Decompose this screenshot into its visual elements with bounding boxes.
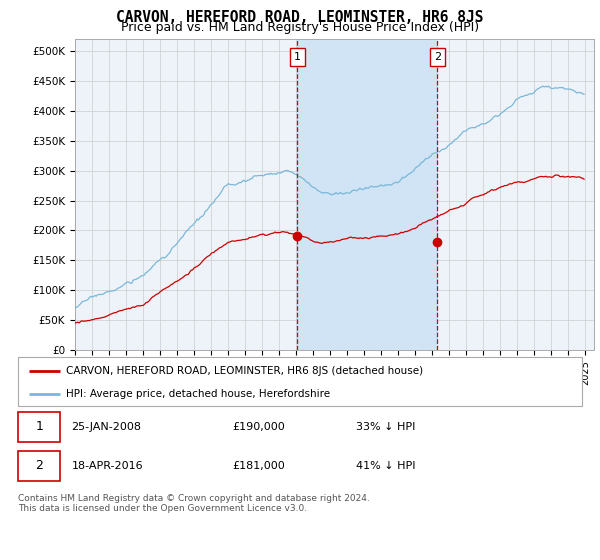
Text: £190,000: £190,000 [232, 422, 285, 432]
Text: 2: 2 [35, 459, 43, 472]
Text: CARVON, HEREFORD ROAD, LEOMINSTER, HR6 8JS (detached house): CARVON, HEREFORD ROAD, LEOMINSTER, HR6 8… [66, 366, 423, 376]
FancyBboxPatch shape [18, 412, 60, 442]
Text: 18-APR-2016: 18-APR-2016 [71, 461, 143, 470]
Text: CARVON, HEREFORD ROAD, LEOMINSTER, HR6 8JS: CARVON, HEREFORD ROAD, LEOMINSTER, HR6 8… [116, 10, 484, 25]
Text: 1: 1 [35, 420, 43, 433]
FancyBboxPatch shape [18, 451, 60, 480]
Text: 25-JAN-2008: 25-JAN-2008 [71, 422, 142, 432]
Text: Price paid vs. HM Land Registry's House Price Index (HPI): Price paid vs. HM Land Registry's House … [121, 21, 479, 34]
Text: 33% ↓ HPI: 33% ↓ HPI [356, 422, 416, 432]
Text: Contains HM Land Registry data © Crown copyright and database right 2024.
This d: Contains HM Land Registry data © Crown c… [18, 494, 370, 514]
Text: £181,000: £181,000 [232, 461, 285, 470]
Text: HPI: Average price, detached house, Herefordshire: HPI: Average price, detached house, Here… [66, 389, 330, 399]
Bar [298, 39, 437, 350]
Text: 1: 1 [294, 52, 301, 62]
Text: 41% ↓ HPI: 41% ↓ HPI [356, 461, 416, 470]
Text: 2: 2 [434, 52, 441, 62]
